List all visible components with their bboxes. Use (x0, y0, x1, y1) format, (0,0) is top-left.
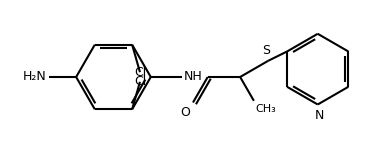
Text: N: N (315, 109, 324, 122)
Text: CH₃: CH₃ (256, 104, 277, 114)
Text: NH: NH (184, 69, 203, 83)
Text: Cl: Cl (134, 75, 146, 88)
Text: O: O (180, 106, 190, 120)
Text: H₂N: H₂N (23, 71, 47, 83)
Text: S: S (262, 44, 270, 57)
Text: Cl: Cl (134, 66, 146, 79)
